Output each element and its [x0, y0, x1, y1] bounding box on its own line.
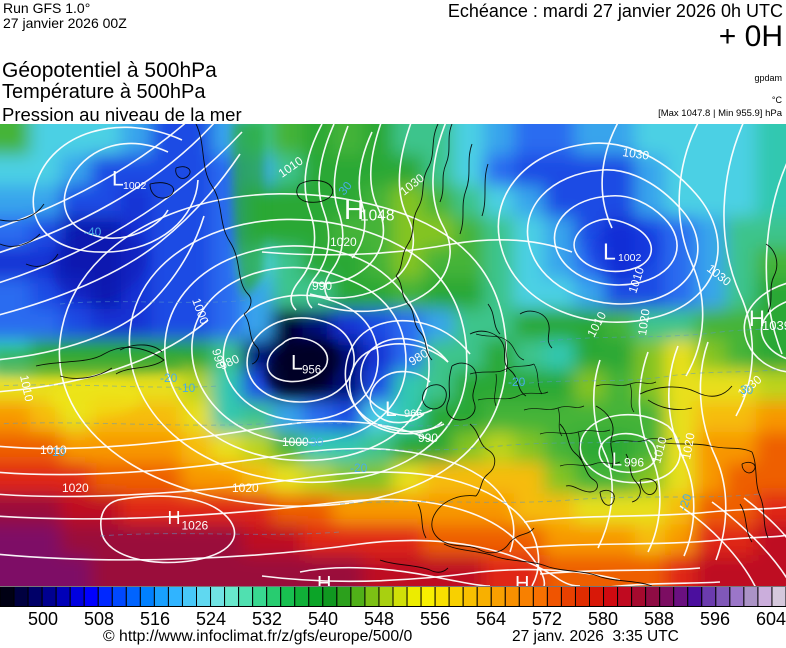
svg-text:1020: 1020: [62, 481, 89, 495]
svg-text:-20: -20: [350, 461, 368, 475]
svg-text:1010: 1010: [17, 374, 36, 403]
svg-text:30: 30: [740, 383, 754, 397]
svg-text:1026: 1026: [182, 519, 209, 533]
svg-text:L: L: [291, 352, 303, 375]
svg-text:1010: 1010: [649, 435, 670, 465]
svg-text:1010: 1010: [40, 443, 67, 457]
svg-text:-10: -10: [178, 381, 196, 395]
svg-text:956: 956: [302, 365, 321, 377]
svg-text:1020: 1020: [635, 308, 653, 337]
svg-text:1020: 1020: [232, 481, 259, 495]
svg-text:1002: 1002: [618, 252, 642, 264]
svg-text:H: H: [515, 573, 529, 586]
svg-text:L: L: [603, 239, 616, 265]
svg-text:H: H: [344, 194, 364, 225]
svg-text:1000: 1000: [282, 435, 309, 449]
svg-text:1020: 1020: [330, 235, 357, 249]
svg-text:H: H: [317, 573, 331, 586]
svg-text:-20: -20: [160, 371, 178, 385]
svg-text:990: 990: [418, 431, 438, 445]
svg-text:996: 996: [624, 456, 644, 470]
svg-text:H: H: [168, 508, 181, 528]
svg-text:990: 990: [209, 347, 228, 370]
svg-text:L: L: [112, 168, 124, 191]
svg-text:-40: -40: [84, 225, 102, 239]
svg-text:H: H: [749, 306, 765, 331]
svg-text:1020: 1020: [679, 431, 697, 460]
svg-text:1002: 1002: [123, 180, 147, 192]
svg-text:1039: 1039: [762, 318, 786, 333]
svg-text:1048: 1048: [360, 208, 394, 225]
svg-text:L: L: [612, 450, 622, 470]
svg-text:1030: 1030: [622, 145, 651, 163]
svg-text:966: 966: [404, 408, 422, 420]
svg-text:990: 990: [312, 279, 332, 293]
svg-text:-20: -20: [508, 375, 526, 389]
svg-text:L: L: [385, 398, 397, 421]
svg-text:-10: -10: [48, 445, 66, 459]
svg-text:-30: -30: [306, 435, 324, 449]
svg-text:-20: -20: [676, 492, 695, 513]
